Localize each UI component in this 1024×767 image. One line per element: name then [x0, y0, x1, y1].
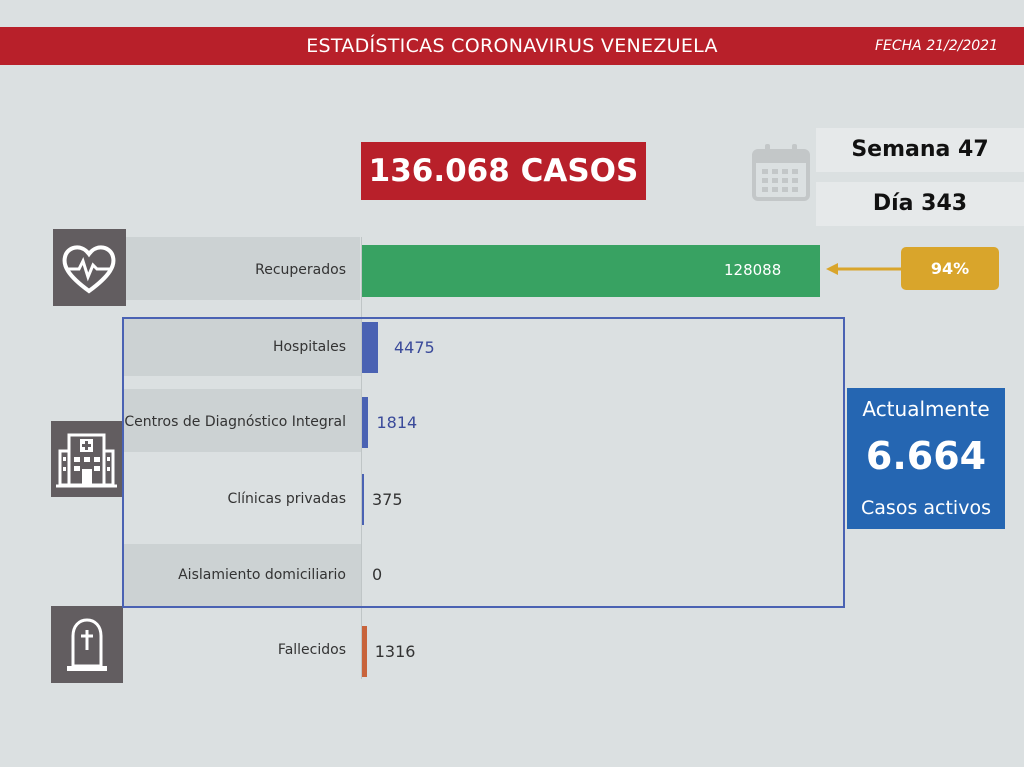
value-label-hospitales: 4475	[394, 337, 435, 357]
recovered-tile	[53, 229, 126, 306]
isolation-band	[124, 544, 362, 607]
value-label-cdi: 1814	[376, 412, 418, 432]
bar-cdi	[362, 397, 369, 448]
active-cases-value: 6.664	[865, 434, 987, 478]
day-label: Día 343	[816, 182, 1024, 226]
hospital-tile	[51, 421, 122, 497]
bar-recuperados	[362, 245, 820, 297]
value-label-fallecidos: 1316	[374, 641, 416, 661]
heart-pulse-icon	[62, 245, 116, 294]
recovered-percent-badge: 94%	[901, 247, 999, 290]
category-label-aislamiento: Aislamiento domiciliario	[178, 567, 346, 583]
category-label-cdi: Centros de Diagnóstico Integral	[124, 414, 346, 430]
recovered-band	[126, 237, 360, 300]
active-cases-box: Actualmente 6.664 Casos activos	[847, 388, 1005, 529]
category-label-fallecidos: Fallecidos	[277, 642, 346, 658]
arrow-left-icon	[824, 259, 904, 279]
grave-icon	[67, 618, 107, 671]
header-bar: ESTADÍSTICAS CORONAVIRUS VENEZUELA FECHA…	[0, 27, 1024, 65]
category-label-clinicas: Clínicas privadas	[227, 491, 347, 507]
cdi-band	[124, 389, 362, 452]
value-label-recuperados: 128088	[724, 261, 782, 279]
hospitals-band	[124, 318, 362, 376]
category-label-recuperados: Recuperados	[255, 262, 346, 278]
calendar-icon	[750, 142, 812, 202]
page-title: ESTADÍSTICAS CORONAVIRUS VENEZUELA	[306, 35, 718, 57]
chart-axis	[361, 237, 362, 679]
bar-clinicas	[362, 474, 364, 525]
active-cases-subtitle: Casos activos	[861, 497, 991, 519]
week-label: Semana 47	[816, 128, 1024, 172]
hospital-icon	[56, 433, 117, 488]
total-cases-box: 136.068 CASOS	[361, 142, 646, 200]
report-date: FECHA 21/2/2021	[874, 38, 998, 54]
category-label-hospitales: Hospitales	[272, 339, 346, 355]
value-label-clinicas: 375	[372, 489, 403, 509]
bar-fallecidos	[362, 626, 367, 677]
active-cases-group-box	[122, 317, 845, 608]
deceased-tile	[51, 606, 123, 683]
bar-hospitales	[362, 322, 378, 373]
value-label-aislamiento: 0	[372, 564, 383, 584]
active-cases-title: Actualmente	[862, 397, 990, 421]
